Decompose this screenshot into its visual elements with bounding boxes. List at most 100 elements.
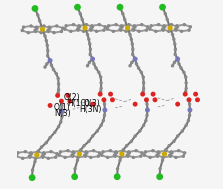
Circle shape	[59, 150, 62, 153]
Circle shape	[57, 88, 60, 91]
Circle shape	[45, 39, 48, 42]
Circle shape	[151, 92, 155, 97]
Circle shape	[71, 173, 78, 180]
Circle shape	[140, 151, 144, 155]
Circle shape	[56, 77, 60, 80]
Circle shape	[102, 119, 105, 122]
Circle shape	[128, 64, 132, 67]
Circle shape	[125, 144, 128, 147]
Circle shape	[133, 57, 138, 61]
Circle shape	[184, 90, 188, 93]
Circle shape	[49, 150, 53, 153]
Circle shape	[91, 134, 94, 138]
Circle shape	[156, 173, 163, 180]
Circle shape	[45, 44, 49, 47]
Circle shape	[50, 64, 53, 67]
Circle shape	[100, 153, 103, 157]
Circle shape	[35, 26, 39, 30]
Circle shape	[86, 64, 89, 67]
Circle shape	[144, 119, 148, 122]
Circle shape	[132, 29, 135, 32]
Circle shape	[133, 57, 137, 61]
Circle shape	[43, 65, 47, 69]
Circle shape	[24, 150, 27, 153]
Circle shape	[21, 157, 24, 160]
Circle shape	[97, 155, 100, 158]
Circle shape	[64, 24, 68, 27]
Circle shape	[48, 58, 53, 63]
Circle shape	[184, 87, 188, 90]
Circle shape	[103, 114, 106, 117]
Circle shape	[109, 149, 112, 152]
Circle shape	[133, 25, 137, 29]
Circle shape	[85, 151, 89, 155]
Circle shape	[135, 62, 138, 66]
Circle shape	[90, 102, 95, 107]
Circle shape	[99, 75, 102, 79]
Text: H(1O): H(1O)	[67, 98, 89, 108]
Circle shape	[77, 151, 82, 157]
Circle shape	[59, 120, 62, 124]
Circle shape	[82, 144, 86, 147]
Circle shape	[84, 155, 87, 158]
Circle shape	[41, 156, 45, 159]
Circle shape	[34, 30, 37, 33]
Circle shape	[120, 24, 123, 27]
Circle shape	[164, 149, 167, 152]
Circle shape	[171, 64, 174, 67]
Circle shape	[165, 18, 169, 21]
Circle shape	[133, 134, 137, 138]
Text: O(2): O(2)	[63, 93, 80, 102]
Circle shape	[91, 57, 94, 61]
Circle shape	[183, 92, 188, 97]
Circle shape	[15, 154, 18, 158]
Circle shape	[142, 81, 145, 84]
Circle shape	[79, 148, 82, 152]
Text: O(3): O(3)	[83, 99, 100, 108]
Circle shape	[98, 23, 101, 26]
Circle shape	[162, 29, 165, 32]
Circle shape	[188, 114, 191, 117]
Circle shape	[142, 90, 145, 93]
Circle shape	[122, 149, 125, 152]
Circle shape	[157, 150, 160, 153]
Circle shape	[60, 109, 65, 114]
Circle shape	[99, 81, 103, 84]
Circle shape	[183, 23, 186, 26]
Circle shape	[16, 151, 20, 154]
Circle shape	[36, 13, 39, 17]
Circle shape	[104, 25, 107, 29]
Circle shape	[184, 75, 188, 79]
Circle shape	[33, 160, 37, 163]
Circle shape	[88, 61, 91, 64]
Circle shape	[99, 124, 103, 127]
Circle shape	[138, 129, 142, 133]
Circle shape	[98, 151, 101, 155]
Circle shape	[118, 159, 122, 162]
Circle shape	[146, 108, 149, 112]
Circle shape	[73, 167, 77, 170]
Circle shape	[78, 152, 81, 156]
Circle shape	[167, 30, 170, 33]
Circle shape	[177, 62, 181, 66]
Circle shape	[157, 151, 161, 155]
Circle shape	[29, 174, 35, 181]
Circle shape	[99, 90, 102, 93]
Circle shape	[130, 61, 134, 64]
Circle shape	[122, 148, 125, 152]
Circle shape	[40, 145, 43, 149]
Circle shape	[170, 23, 173, 26]
Circle shape	[74, 4, 81, 11]
Circle shape	[52, 68, 55, 71]
Circle shape	[66, 93, 70, 98]
Circle shape	[102, 108, 107, 112]
Circle shape	[176, 134, 179, 138]
Circle shape	[56, 152, 59, 156]
Circle shape	[30, 152, 33, 156]
Circle shape	[120, 25, 124, 29]
Circle shape	[162, 24, 166, 27]
Circle shape	[137, 66, 140, 70]
Circle shape	[144, 150, 147, 153]
Circle shape	[29, 24, 33, 28]
Circle shape	[37, 149, 40, 153]
